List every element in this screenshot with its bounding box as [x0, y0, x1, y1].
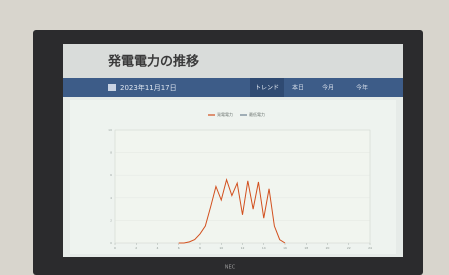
- x-tick-label: 20: [326, 246, 330, 250]
- x-tick-label: 22: [347, 246, 351, 250]
- y-tick-label: 0: [110, 241, 112, 245]
- brand-logo: NEC: [225, 265, 236, 271]
- x-tick-label: 0: [114, 246, 116, 250]
- x-tick-label: 2: [135, 246, 137, 250]
- legend-label: 発電電力: [217, 111, 233, 117]
- x-tick-label: 4: [157, 246, 159, 250]
- x-tick-label: 12: [241, 246, 245, 250]
- plot-area: [115, 130, 370, 243]
- photo: 発電電力の推移 2023年11月17日 トレンド 本日 今月 今年 NEC 0 2…: [0, 0, 449, 275]
- y-tick-label: 6: [110, 173, 112, 177]
- y-tick-label: 4: [110, 196, 112, 200]
- y-tick-label: 8: [110, 151, 112, 155]
- tab[interactable]: 本日: [292, 84, 304, 92]
- legend-label: 最低電力: [249, 111, 265, 117]
- x-tick-label: 14: [262, 246, 266, 250]
- x-tick-label: 24: [368, 246, 372, 250]
- y-tick-label: 2: [110, 218, 112, 222]
- x-tick-label: 18: [304, 246, 308, 250]
- y-tick-label: 10: [108, 128, 112, 132]
- x-tick-label: 6: [178, 246, 180, 250]
- x-tick-label: 8: [199, 246, 201, 250]
- x-tick-label: 16: [283, 246, 287, 250]
- page-title: 発電電力の推移: [107, 54, 199, 70]
- tab[interactable]: 今月: [322, 84, 334, 92]
- date-label: 2023年11月17日: [120, 83, 177, 92]
- calendar-icon: [108, 84, 116, 91]
- tab[interactable]: 今年: [356, 84, 368, 92]
- page: {"screen": {"title": "発電電力の推移", "date": …: [0, 0, 449, 275]
- tab[interactable]: トレンド: [255, 85, 279, 92]
- x-tick-label: 10: [219, 246, 223, 250]
